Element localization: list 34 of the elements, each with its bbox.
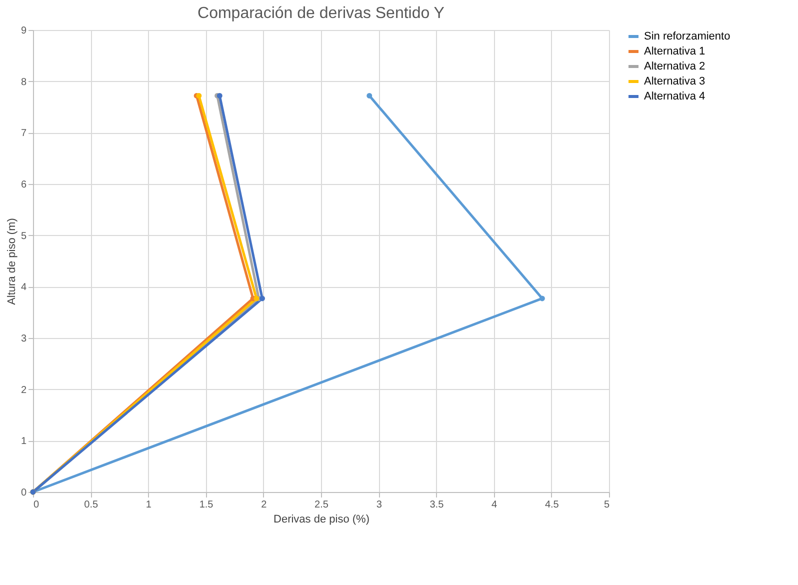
y-tick-label: 3 — [20, 334, 27, 344]
x-tick-label: 4.5 — [544, 500, 560, 510]
legend-label: Alternativa 1 — [644, 46, 706, 58]
x-tick-label: 1 — [146, 500, 152, 510]
point — [539, 296, 545, 302]
x-tick-label: 3 — [376, 500, 382, 510]
y-tick-label: 1 — [20, 436, 27, 448]
x-axis-title: Derivas de piso (%) — [274, 514, 370, 526]
point — [254, 296, 260, 302]
legend-label: Sin reforzamiento — [644, 30, 730, 42]
legend-label: Alternativa 4 — [644, 90, 706, 102]
x-tick-label: 0 — [34, 500, 40, 510]
y-axis-title: Altura de piso (m) — [6, 218, 18, 305]
x-tick-label: 2 — [261, 500, 268, 510]
y-tick-label: 4 — [20, 282, 27, 294]
chart-title: Comparación de derivas Sentido Y — [198, 5, 445, 22]
point — [260, 296, 265, 302]
x-tick-label: 3.5 — [430, 500, 444, 510]
y-tick-label: 9 — [20, 26, 27, 36]
point — [366, 92, 372, 98]
x-tick-label: 1.5 — [199, 500, 214, 510]
point — [196, 92, 202, 98]
y-tick-label: 5 — [20, 230, 27, 242]
legend-label: Alternativa 2 — [644, 60, 706, 72]
y-tick-label: 6 — [20, 180, 27, 190]
y-tick-label: 2 — [20, 384, 27, 396]
x-tick-label: 5 — [604, 500, 610, 510]
y-tick-label: 0 — [20, 488, 27, 498]
x-tick-label: 4 — [492, 500, 498, 510]
x-tick-label: 0.5 — [84, 500, 98, 510]
legend-label: Alternativa 3 — [644, 76, 706, 88]
y-tick-label: 7 — [20, 128, 27, 140]
y-tick-label: 8 — [20, 76, 27, 88]
x-tick-label: 2.5 — [314, 500, 329, 510]
